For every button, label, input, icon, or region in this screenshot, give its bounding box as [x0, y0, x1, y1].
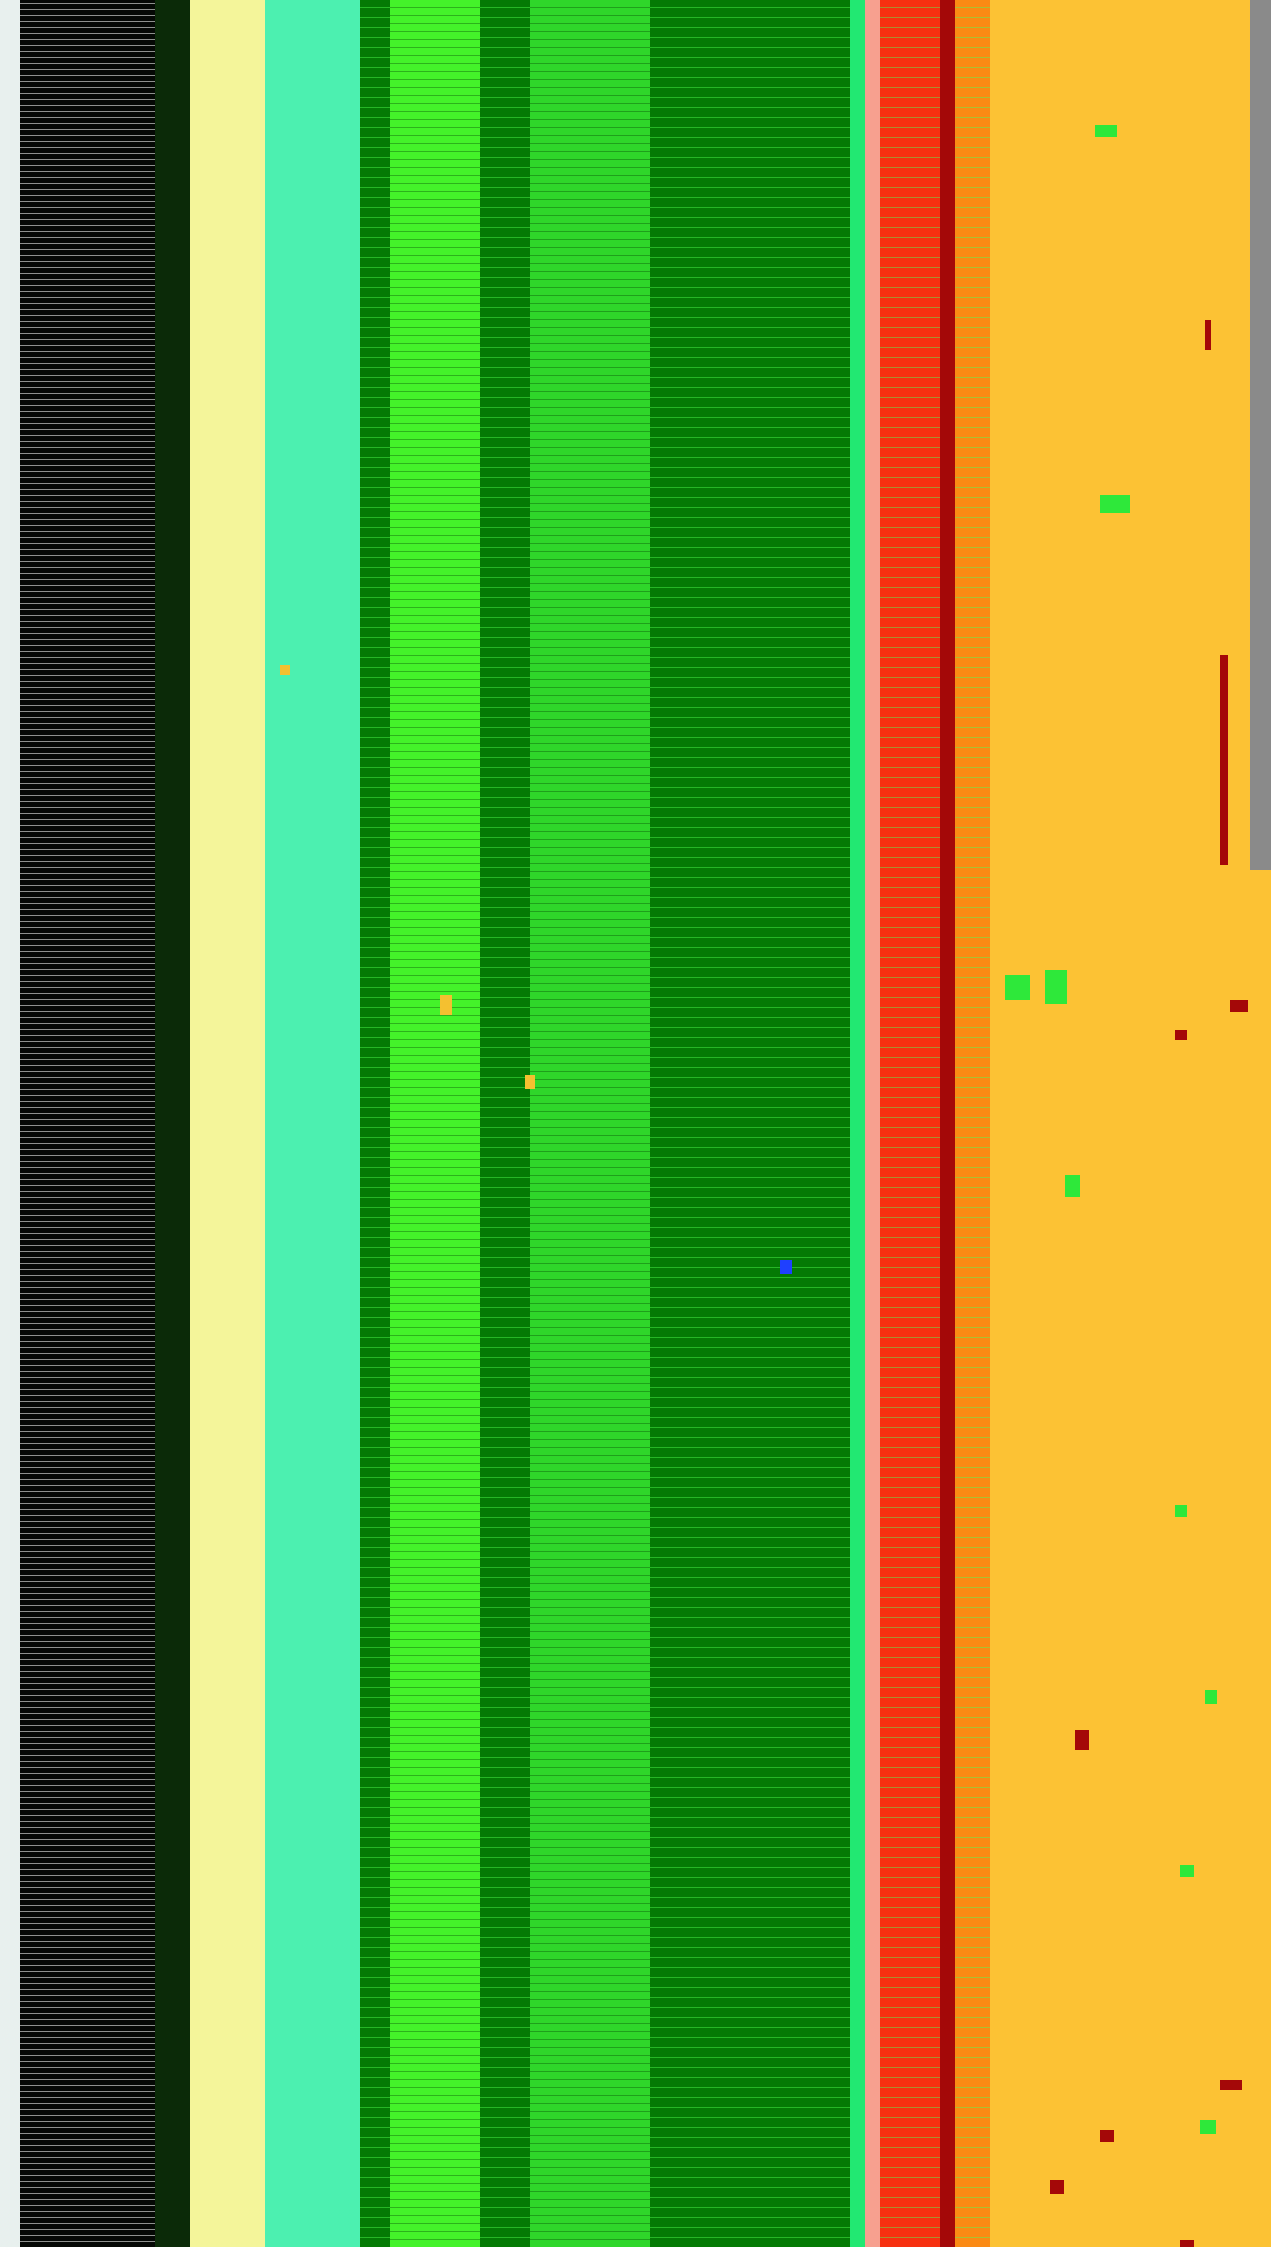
speck	[525, 1075, 535, 1089]
lime-band	[390, 0, 480, 2247]
dark-red-band	[940, 0, 955, 2247]
speck	[1230, 1000, 1248, 1012]
amber-band	[990, 0, 1250, 2247]
mid-green-band	[530, 0, 650, 2247]
speck	[780, 1260, 792, 1274]
speck	[1075, 1730, 1089, 1750]
speck	[280, 665, 290, 675]
orange-band	[955, 0, 990, 2247]
speck	[1005, 975, 1030, 1000]
gray-band	[1250, 0, 1271, 870]
speck	[1220, 2080, 1242, 2090]
speck	[1175, 1505, 1187, 1517]
speck	[440, 995, 452, 1015]
spring-green-band	[850, 0, 865, 2247]
speck	[1050, 2180, 1064, 2194]
salmon-band	[865, 0, 880, 2247]
amber-band-tail	[1250, 870, 1271, 2247]
speck	[1065, 1175, 1080, 1197]
speck	[1045, 970, 1067, 1004]
dark-green-band	[650, 0, 850, 2247]
dark-green-band	[360, 0, 390, 2247]
speck	[1200, 2120, 1216, 2134]
pale-yellow-band	[190, 0, 265, 2247]
speck	[1175, 1030, 1187, 1040]
speck	[1205, 320, 1211, 350]
white-edge-band	[0, 0, 20, 2247]
speck	[1180, 1865, 1194, 1877]
dark-green-band	[480, 0, 530, 2247]
speck	[1095, 125, 1117, 137]
dark-green-shadow-band	[155, 0, 190, 2247]
black-band	[20, 0, 155, 2247]
speck	[1205, 1690, 1217, 1704]
speck	[1220, 655, 1228, 865]
speck	[1100, 495, 1130, 513]
speck	[1100, 2130, 1114, 2142]
red-band	[880, 0, 940, 2247]
aqua-band	[265, 0, 360, 2247]
speck	[1180, 2240, 1194, 2247]
